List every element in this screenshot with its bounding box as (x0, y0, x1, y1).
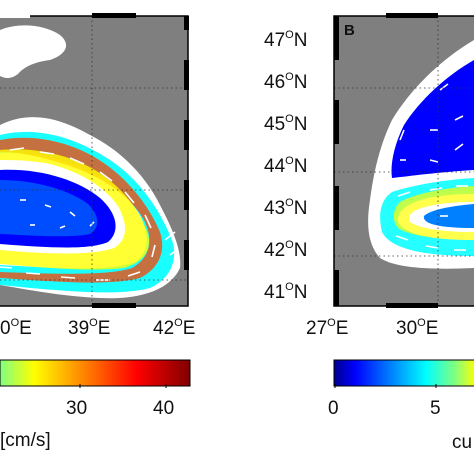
panel-b-lat-tick-46: 46ON (264, 70, 308, 93)
panel-a-velocity-vectors (0, 147, 179, 281)
panel-b-lat-tick-41: 41ON (264, 280, 308, 303)
panel-a-azov-sea (0, 25, 67, 78)
panel-a-lon-tick-3: 42OE (153, 316, 196, 339)
panel-b-lat-tick-42: 42ON (264, 238, 308, 261)
panel-a-current-yellow (0, 149, 149, 270)
panel-a-colorbar-tick-40: 40 (153, 398, 175, 419)
panel-b-lon-tick-1: 27OE (306, 316, 349, 339)
panel-b-sea-deep (391, 60, 474, 178)
panel-b-colorbar (334, 360, 474, 386)
panel-a-colorbar-tick-30: 30 (66, 398, 88, 419)
panel-b-label: B (344, 22, 355, 39)
panel-b-colorbar-tick-5: 5 (430, 398, 441, 419)
panel-a-colorbar-unit: [cm/s] (0, 430, 51, 451)
panel-a-inner-eddy-light (0, 180, 98, 237)
panel-a-checker-border (0, 13, 189, 308)
panel-a-map (0, 16, 188, 306)
panel-b-current-yellow (393, 186, 474, 240)
panel-a-lon-tick-2: 39OE (68, 316, 111, 339)
panel-a-colorbar (0, 360, 190, 386)
panel-b-colorbar-tick-0: 0 (328, 398, 339, 419)
panel-b-map (334, 16, 474, 306)
panel-a-gridlines (0, 16, 188, 306)
panel-b-lat-tick-43: 43ON (264, 196, 308, 219)
panel-b-lat-tick-44: 44ON (264, 154, 308, 177)
panel-b-checker-border (334, 13, 438, 308)
panel-b-velocity-vectors (395, 83, 468, 251)
panel-b-colorbar-unit: cu (452, 432, 473, 453)
panel-a-lon-tick-1: 0OE (0, 316, 32, 339)
panel-b-inner-blue (423, 204, 474, 228)
panel-b-lon-tick-2: 30OE (396, 316, 439, 339)
panel-b-lat-tick-47: 47ON (264, 28, 308, 51)
panel-b-current-cyan (380, 178, 474, 256)
panel-b-lat-tick-45: 45ON (264, 112, 308, 135)
panel-b-gridlines (334, 16, 474, 306)
